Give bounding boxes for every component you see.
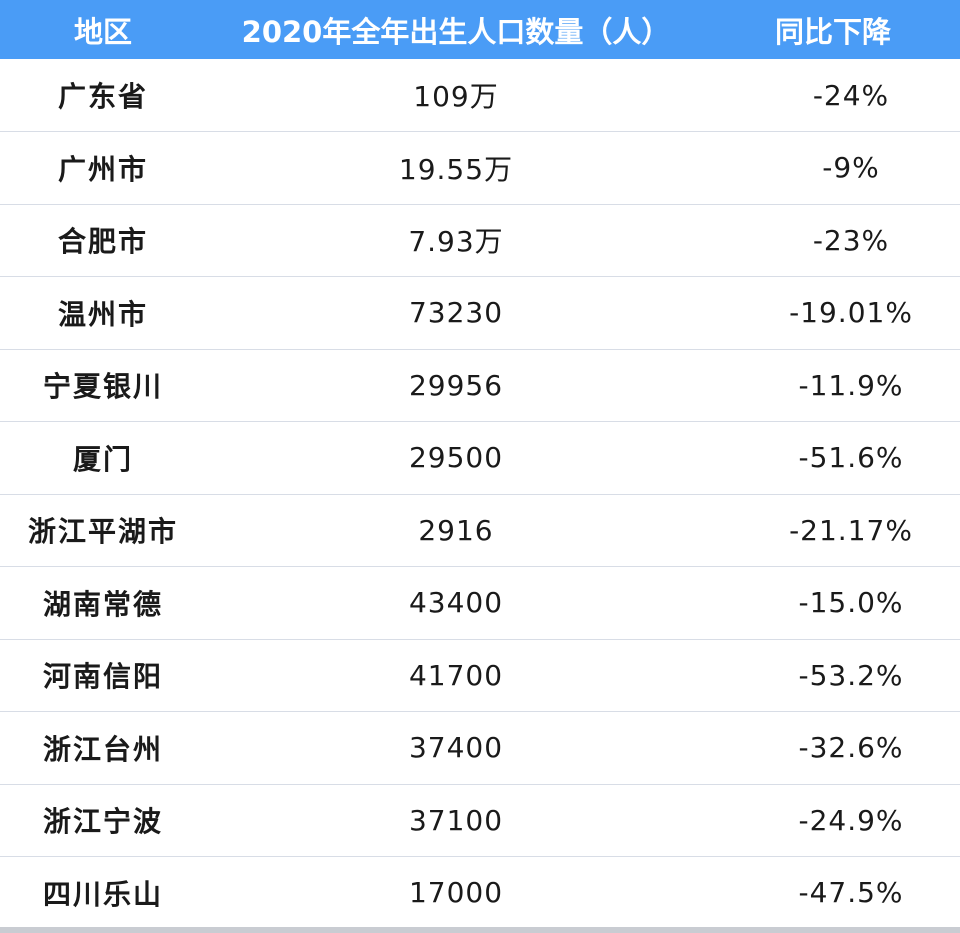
table-row: 厦门 29500 -51.6% (0, 421, 960, 495)
births-cell: 29500 (206, 421, 706, 495)
table-row: 合肥市 7.93万 -23% (0, 204, 960, 277)
region-cell: 浙江平湖市 (0, 494, 206, 567)
region-cell: 合肥市 (0, 204, 206, 277)
change-cell: -23% (706, 204, 960, 277)
births-cell: 2916 (206, 494, 706, 567)
table-row: 温州市 73230 -19.01% (0, 276, 960, 350)
table-row: 湖南常德 43400 -15.0% (0, 566, 960, 640)
change-cell: -9% (706, 131, 960, 205)
table-row: 浙江宁波 37100 -24.9% (0, 784, 960, 857)
header-births-2020: 2020年全年出生人口数量（人） (206, 0, 706, 59)
table-row: 广州市 19.55万 -9% (0, 131, 960, 205)
births-cell: 37100 (206, 784, 706, 857)
births-cell: 7.93万 (206, 204, 706, 277)
births-cell: 73230 (206, 276, 706, 350)
region-cell: 河南信阳 (0, 639, 206, 712)
births-cell: 43400 (206, 566, 706, 640)
header-yoy-decline: 同比下降 (706, 0, 960, 59)
table-row: 广东省 109万 -24% (0, 59, 960, 132)
births-cell: 41700 (206, 639, 706, 712)
births-cell: 17000 (206, 856, 706, 930)
table-row: 四川乐山 17000 -47.5% (0, 856, 960, 930)
table-row: 河南信阳 41700 -53.2% (0, 639, 960, 712)
table-header-row: 地区 2020年全年出生人口数量（人） 同比下降 (0, 0, 960, 59)
table-row: 浙江平湖市 2916 -21.17% (0, 494, 960, 567)
change-cell: -24.9% (706, 784, 960, 857)
bottom-frame-edge (0, 927, 960, 933)
change-cell: -15.0% (706, 566, 960, 640)
region-cell: 厦门 (0, 421, 206, 495)
change-cell: -32.6% (706, 711, 960, 785)
change-cell: -19.01% (706, 276, 960, 350)
region-cell: 浙江台州 (0, 711, 206, 785)
region-cell: 宁夏银川 (0, 349, 206, 422)
change-cell: -51.6% (706, 421, 960, 495)
change-cell: -11.9% (706, 349, 960, 422)
change-cell: -21.17% (706, 494, 960, 567)
births-cell: 109万 (206, 59, 706, 132)
table-row: 宁夏银川 29956 -11.9% (0, 349, 960, 422)
change-cell: -47.5% (706, 856, 960, 930)
change-cell: -24% (706, 59, 960, 132)
region-cell: 广州市 (0, 131, 206, 205)
region-cell: 湖南常德 (0, 566, 206, 640)
births-cell: 19.55万 (206, 131, 706, 205)
region-cell: 温州市 (0, 276, 206, 350)
region-cell: 浙江宁波 (0, 784, 206, 857)
births-cell: 29956 (206, 349, 706, 422)
table-row: 浙江台州 37400 -32.6% (0, 711, 960, 785)
region-cell: 四川乐山 (0, 856, 206, 930)
change-cell: -53.2% (706, 639, 960, 712)
births-cell: 37400 (206, 711, 706, 785)
header-region: 地区 (0, 0, 206, 59)
region-cell: 广东省 (0, 59, 206, 132)
